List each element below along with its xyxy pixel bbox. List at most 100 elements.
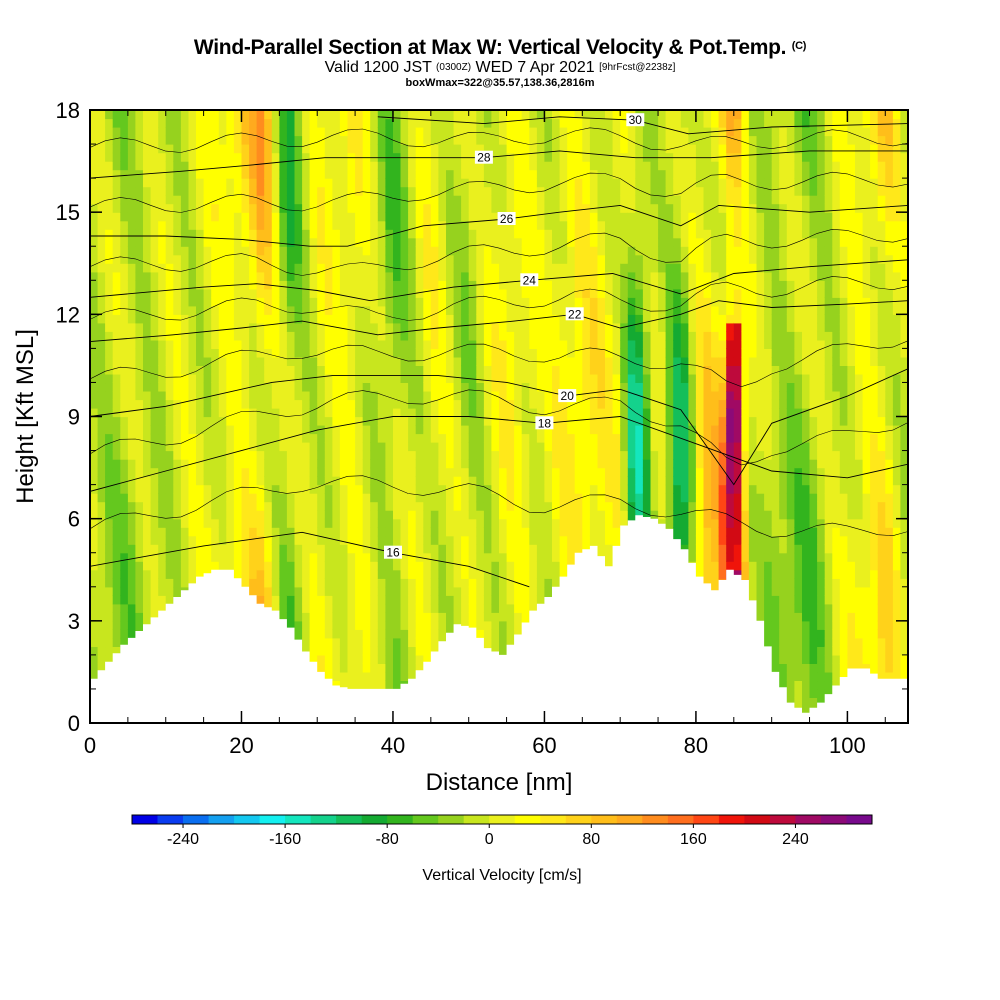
w-cell xyxy=(135,569,144,579)
w-cell xyxy=(370,603,379,613)
w-cell xyxy=(150,195,159,205)
w-cell xyxy=(180,552,190,562)
w-cell xyxy=(589,408,599,418)
w-cell xyxy=(339,552,349,562)
w-cell xyxy=(347,646,356,656)
w-cell xyxy=(339,127,349,137)
w-cell xyxy=(438,612,447,622)
w-cell xyxy=(309,178,318,188)
w-cell xyxy=(400,246,409,256)
w-cell xyxy=(559,288,568,298)
w-cell xyxy=(491,467,500,477)
w-cell xyxy=(90,297,99,307)
w-cell xyxy=(453,416,462,426)
w-cell xyxy=(377,203,386,213)
w-cell xyxy=(309,144,318,154)
w-cell xyxy=(135,416,144,426)
w-cell xyxy=(90,169,99,179)
w-cell xyxy=(468,518,477,528)
w-cell xyxy=(521,544,530,554)
w-cell xyxy=(158,510,167,520)
w-cell xyxy=(559,569,568,579)
w-cell xyxy=(127,518,137,528)
w-cell xyxy=(218,152,227,162)
w-cell xyxy=(400,271,409,281)
w-cell xyxy=(362,425,371,435)
w-cell xyxy=(423,322,432,332)
w-cell xyxy=(196,110,205,120)
w-cell xyxy=(332,544,341,554)
w-cell xyxy=(476,161,485,171)
w-cell xyxy=(491,442,500,452)
w-cell xyxy=(453,203,462,213)
w-cell xyxy=(180,416,190,426)
w-cell xyxy=(339,186,349,196)
w-cell xyxy=(491,229,500,239)
chart-boxinfo: boxWmax=322@35.57,138.36,2816m xyxy=(405,77,595,89)
w-cell xyxy=(211,510,220,520)
w-cell xyxy=(97,518,106,528)
w-cell xyxy=(196,459,205,469)
w-cell xyxy=(430,152,439,162)
w-cell xyxy=(393,620,402,630)
w-cell xyxy=(491,527,500,537)
w-cell xyxy=(180,433,190,443)
w-cell xyxy=(90,373,99,384)
w-cell xyxy=(544,195,553,205)
w-cell xyxy=(529,425,538,435)
w-cell xyxy=(536,280,546,290)
w-cell xyxy=(339,612,349,622)
w-cell xyxy=(567,331,576,341)
w-cell xyxy=(203,229,212,239)
w-cell xyxy=(264,178,273,188)
w-cell xyxy=(574,212,583,222)
w-cell xyxy=(203,348,212,358)
w-cell xyxy=(582,467,591,477)
w-cell xyxy=(233,331,243,341)
w-cell xyxy=(112,476,121,486)
w-cell xyxy=(408,110,417,120)
w-cell xyxy=(256,348,265,358)
w-cell xyxy=(256,450,265,460)
w-cell xyxy=(415,535,424,545)
w-cell xyxy=(355,578,364,588)
w-cell xyxy=(559,135,568,145)
w-cell xyxy=(173,356,182,367)
w-cell xyxy=(355,229,364,239)
w-cell xyxy=(218,442,227,452)
w-cell xyxy=(423,527,432,537)
w-cell xyxy=(605,280,614,290)
w-cell xyxy=(150,493,159,503)
w-cell xyxy=(203,510,212,520)
w-cell xyxy=(218,467,227,477)
w-cell xyxy=(339,237,349,247)
w-cell xyxy=(332,646,341,656)
w-cell xyxy=(499,144,508,154)
w-cell xyxy=(180,450,190,460)
w-cell xyxy=(438,271,447,281)
w-cell xyxy=(370,527,379,537)
w-cell xyxy=(105,578,114,588)
w-cell xyxy=(408,144,417,154)
w-cell xyxy=(196,442,205,452)
w-cell xyxy=(544,314,553,324)
w-cell xyxy=(377,229,386,239)
w-cell xyxy=(180,425,190,435)
w-cell xyxy=(529,476,538,486)
w-cell xyxy=(552,144,561,154)
w-cell xyxy=(339,169,349,179)
w-cell xyxy=(97,425,106,435)
w-cell xyxy=(605,459,614,469)
w-cell xyxy=(180,365,190,375)
w-cell xyxy=(430,527,439,537)
w-cell xyxy=(347,169,356,179)
w-cell xyxy=(370,620,379,630)
w-cell xyxy=(377,484,386,494)
w-cell xyxy=(476,365,485,375)
w-cell xyxy=(324,297,333,307)
w-cell xyxy=(408,373,417,384)
w-cell xyxy=(233,399,243,409)
w-cell xyxy=(476,254,485,264)
w-cell xyxy=(143,331,152,341)
w-cell xyxy=(97,152,106,162)
